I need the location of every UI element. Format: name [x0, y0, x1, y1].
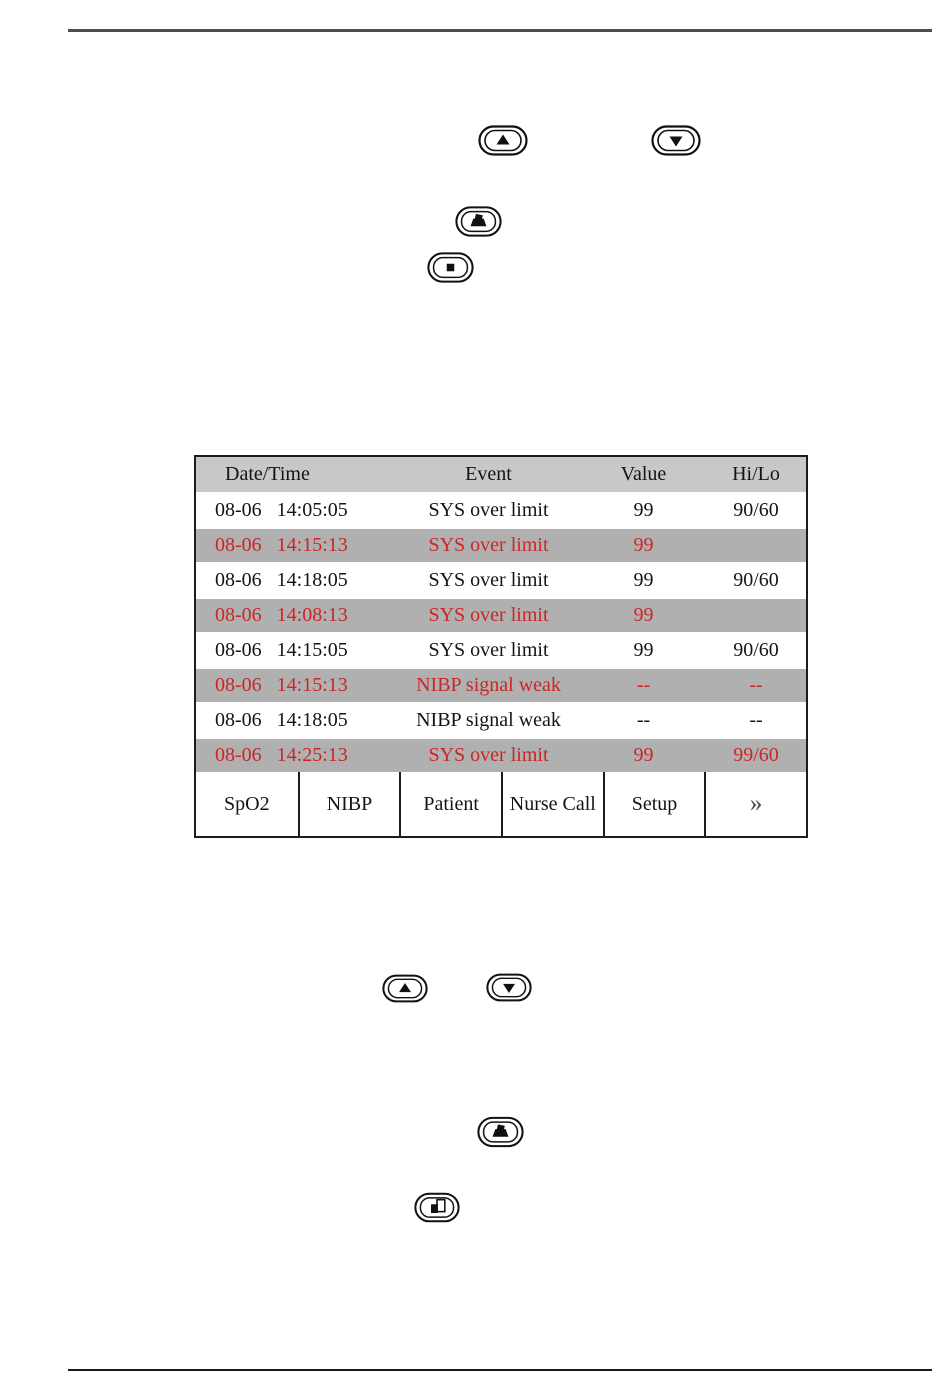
cell-hi-lo: 90/60: [733, 569, 779, 591]
record-icon: [477, 1116, 524, 1148]
scroll-up-key[interactable]: [382, 973, 428, 1004]
cell-date-time: 08-06 14:25:13: [215, 744, 348, 766]
softkey-bar: SpO2 NIBP Patient Nurse Call Setup »: [196, 772, 806, 836]
cell-event: NIBP signal weak: [416, 709, 561, 731]
softkey-setup[interactable]: Setup: [602, 772, 705, 836]
scroll-down-key[interactable]: [651, 125, 701, 156]
cell-value: 99: [633, 534, 654, 556]
cell-hi-lo: 90/60: [733, 499, 779, 521]
table-row: 08-06 14:05:05 SYS over limit 99 90/60: [196, 492, 806, 527]
table-row: 08-06 14:15:05 SYS over limit 99 90/60: [196, 632, 806, 667]
down-arrow-icon: [651, 125, 701, 156]
scroll-up-key[interactable]: [478, 125, 528, 156]
softkey-more[interactable]: »: [704, 772, 806, 836]
cell-date-time: 08-06 14:05:05: [215, 499, 348, 521]
cell-date-time: 08-06 14:15:13: [215, 674, 348, 696]
cell-event: SYS over limit: [428, 534, 549, 556]
column-header-event: Event: [465, 463, 512, 485]
softkey-nibp[interactable]: NIBP: [297, 772, 400, 836]
cell-hi-lo: --: [749, 709, 763, 731]
up-arrow-icon: [382, 973, 428, 1004]
square-key[interactable]: [427, 251, 474, 284]
page-header-rule: [68, 29, 932, 32]
display-mode-key[interactable]: [414, 1191, 460, 1224]
cell-hi-lo: 90/60: [733, 639, 779, 661]
cell-date-time: 08-06 14:15:13: [215, 534, 348, 556]
record-icon: [455, 205, 502, 238]
cell-hi-lo: --: [749, 674, 763, 696]
cell-date-time: 08-06 14:18:05: [215, 709, 348, 731]
cell-date-time: 08-06 14:08:13: [215, 604, 348, 626]
cell-event: SYS over limit: [428, 569, 549, 591]
cell-value: --: [636, 709, 651, 731]
cell-event: SYS over limit: [428, 499, 549, 521]
cell-value: 99: [633, 569, 654, 591]
cell-value: 99: [633, 639, 654, 661]
cell-date-time: 08-06 14:15:05: [215, 639, 348, 661]
table-row: 08-06 14:08:13 SYS over limit 99: [196, 597, 806, 632]
column-header-value: Value: [620, 463, 667, 485]
cell-value: 99: [633, 604, 654, 626]
cell-value: 99: [633, 499, 654, 521]
alarm-event-table: Date/Time Event Value Hi/Lo 08-06 14:05:0…: [194, 455, 808, 838]
softkey-nurse-call[interactable]: Nurse Call: [500, 772, 603, 836]
cell-value: --: [636, 674, 651, 696]
column-header-date-time: Date/Time: [225, 463, 310, 485]
record-key[interactable]: [455, 205, 502, 238]
softkey-spo2[interactable]: SpO2: [224, 792, 270, 815]
cell-event: SYS over limit: [428, 604, 549, 626]
overlapping-windows-icon: [414, 1191, 460, 1224]
column-header-hi-lo: Hi/Lo: [732, 463, 780, 485]
table-row: 08-06 14:15:13 NIBP signal weak -- --: [196, 667, 806, 702]
up-arrow-icon: [478, 125, 528, 156]
table-row: 08-06 14:25:13 SYS over limit 99 99/60: [196, 737, 806, 772]
record-key[interactable]: [477, 1116, 524, 1148]
table-header-row: Date/Time Event Value Hi/Lo: [196, 457, 806, 492]
cell-event: SYS over limit: [428, 639, 549, 661]
scroll-down-key[interactable]: [486, 972, 532, 1003]
cell-value: 99: [633, 744, 654, 766]
square-icon: [427, 251, 474, 284]
table-row: 08-06 14:18:05 NIBP signal weak -- --: [196, 702, 806, 737]
cell-event: SYS over limit: [428, 744, 549, 766]
softkey-patient[interactable]: Patient: [399, 772, 501, 836]
cell-hi-lo: 99/60: [733, 744, 779, 766]
table-row: 08-06 14:18:05 SYS over limit 99 90/60: [196, 562, 806, 597]
table-row: 08-06 14:15:13 SYS over limit 99: [196, 527, 806, 562]
cell-event: NIBP signal weak: [416, 674, 561, 696]
cell-date-time: 08-06 14:18:05: [215, 569, 348, 591]
page-footer-rule: [68, 1369, 932, 1371]
down-arrow-icon: [486, 972, 532, 1003]
